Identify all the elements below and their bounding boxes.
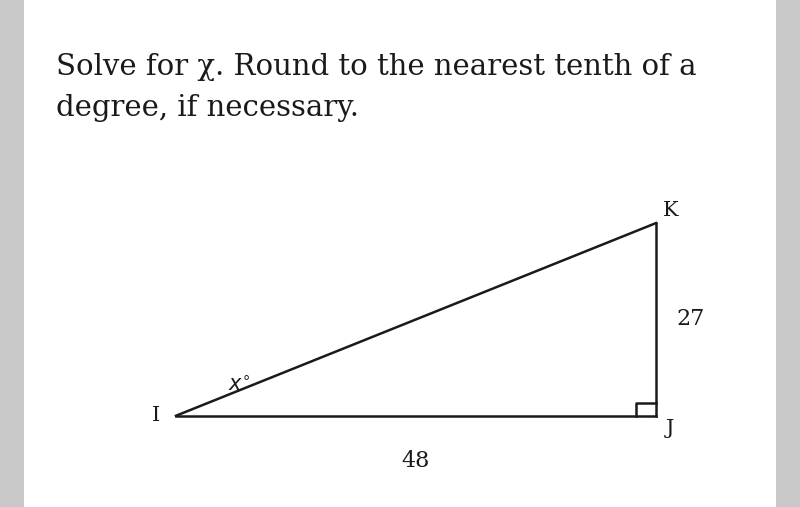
Text: 27: 27	[676, 308, 704, 331]
Text: I: I	[152, 406, 160, 425]
Text: K: K	[662, 201, 678, 220]
Text: 48: 48	[402, 450, 430, 473]
Text: J: J	[666, 419, 674, 438]
Text: $x^{\circ}$: $x^{\circ}$	[228, 376, 250, 395]
Text: degree, if necessary.: degree, if necessary.	[56, 94, 359, 122]
Text: Solve for χ. Round to the nearest tenth of a: Solve for χ. Round to the nearest tenth …	[56, 53, 697, 81]
